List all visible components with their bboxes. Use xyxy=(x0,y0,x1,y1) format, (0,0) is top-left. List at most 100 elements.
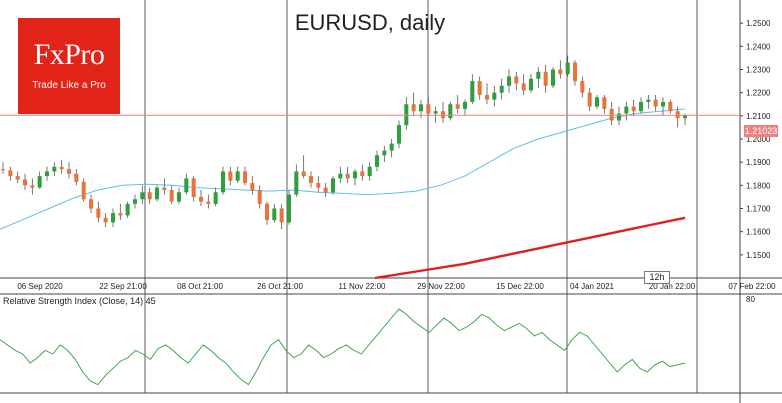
x-tick-label: 26 Oct 21:00 xyxy=(257,282,303,291)
timeframe-badge[interactable]: 12h xyxy=(644,271,670,284)
candle xyxy=(404,97,409,130)
candle xyxy=(323,183,328,197)
candle xyxy=(426,97,431,116)
candle-body xyxy=(543,71,548,86)
candle-body xyxy=(536,71,541,79)
candle-body xyxy=(616,113,622,121)
candle xyxy=(440,101,446,123)
x-tick-label: 07 Feb 22:00 xyxy=(728,282,776,291)
y-tick-label: 1.2000 xyxy=(746,135,771,144)
candle-body xyxy=(682,115,688,119)
candle xyxy=(125,201,130,218)
candle xyxy=(536,67,541,89)
candle-body xyxy=(316,183,321,188)
candle-body xyxy=(110,213,116,223)
candle xyxy=(550,67,556,89)
candle xyxy=(52,162,57,177)
candle-body xyxy=(140,192,145,200)
candle-body xyxy=(96,208,101,218)
candle-body xyxy=(147,192,152,200)
fxpro-logo: FxPro Trade Like a Pro xyxy=(18,18,120,114)
candle-body xyxy=(74,173,79,182)
candle xyxy=(572,60,578,86)
candle-body xyxy=(653,99,658,107)
candle-body xyxy=(462,101,468,109)
candle-body xyxy=(440,111,446,119)
candle xyxy=(220,166,226,195)
y-tick-label: 1.1800 xyxy=(746,181,771,190)
candle xyxy=(308,171,314,188)
candle-body xyxy=(550,69,556,86)
candle-body xyxy=(125,203,130,216)
candle xyxy=(602,94,607,114)
candle-body xyxy=(602,97,607,109)
candle-body xyxy=(66,169,72,174)
candle xyxy=(638,97,644,114)
rsi-indicator-label: Relative Strength Index (Close, 14) 45 xyxy=(3,296,156,306)
candle-body xyxy=(352,171,358,179)
candle xyxy=(147,187,152,204)
candle-body xyxy=(184,178,189,193)
candle-body xyxy=(345,173,350,179)
candle xyxy=(22,173,28,190)
candle xyxy=(521,74,526,95)
candle xyxy=(675,106,680,128)
candle xyxy=(286,189,292,225)
candle xyxy=(154,185,160,202)
candle xyxy=(477,76,482,100)
candle xyxy=(455,94,460,114)
candle xyxy=(81,178,86,202)
x-tick-label: 29 Nov 22:00 xyxy=(417,282,465,291)
candle-body xyxy=(103,217,108,223)
chart-title: EURUSD, daily xyxy=(294,10,446,35)
x-tick-label: 22 Sep 21:00 xyxy=(99,282,147,291)
candle xyxy=(184,173,189,195)
y-tick-label: 1.1600 xyxy=(746,228,771,237)
candle xyxy=(367,162,372,181)
candle xyxy=(96,201,101,223)
candle xyxy=(330,176,336,195)
current-price-label: 1.21023 xyxy=(744,125,778,137)
candle xyxy=(492,85,497,107)
candle-body xyxy=(448,104,453,119)
ma-long-line xyxy=(374,216,686,280)
candle-body xyxy=(198,196,204,202)
candle xyxy=(499,78,504,100)
candle-body xyxy=(404,104,409,126)
candle xyxy=(631,99,636,116)
candle xyxy=(8,166,13,181)
candle-body xyxy=(37,176,42,188)
candle xyxy=(140,185,145,204)
candle-body xyxy=(396,125,402,144)
candle-body xyxy=(235,171,240,181)
candle xyxy=(587,88,592,112)
x-tick-label: 04 Jan 2021 xyxy=(570,282,615,291)
candle xyxy=(624,101,629,121)
candle-body xyxy=(521,83,526,91)
y-tick-label: 1.1700 xyxy=(746,205,771,214)
candle xyxy=(352,169,358,186)
candle-body xyxy=(418,104,424,112)
ma-short-series xyxy=(0,108,686,230)
candle xyxy=(15,171,20,184)
rsi-series xyxy=(0,308,686,386)
candle xyxy=(250,176,255,195)
x-tick-label: 08 Oct 21:00 xyxy=(177,282,223,291)
candle-body xyxy=(374,155,380,167)
candle xyxy=(242,166,248,186)
candle-body xyxy=(594,97,600,107)
candle xyxy=(653,94,658,112)
logo-brand: FxPro xyxy=(33,38,105,71)
candle xyxy=(616,106,622,126)
candle-body xyxy=(580,81,585,93)
candle xyxy=(206,194,211,209)
candlestick-series xyxy=(0,55,688,230)
candle-body xyxy=(411,104,416,112)
candle xyxy=(609,101,614,126)
candle-body xyxy=(367,166,372,177)
candle-body xyxy=(191,178,196,197)
candle xyxy=(44,166,50,181)
candle-body xyxy=(514,76,519,84)
candle-body xyxy=(169,189,174,202)
candle xyxy=(88,194,94,214)
